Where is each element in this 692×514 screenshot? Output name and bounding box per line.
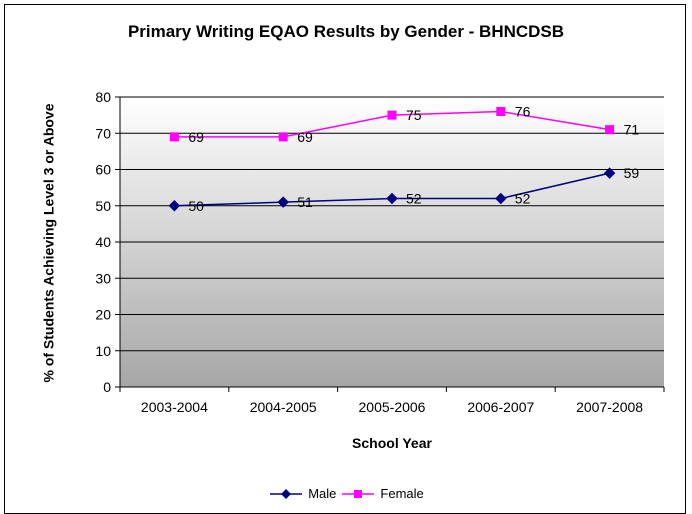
x-axis-label: School Year: [352, 435, 432, 451]
y-tick-label: 40: [95, 234, 111, 250]
data-point-female: [278, 132, 288, 142]
legend-swatch-male: [270, 488, 303, 499]
y-tick-label: 10: [95, 343, 111, 359]
y-tick-label: 70: [95, 125, 111, 141]
y-tick-label: 0: [103, 379, 111, 395]
data-label: 51: [297, 194, 313, 210]
data-label: 52: [515, 191, 531, 207]
legend-label: Male: [308, 486, 337, 501]
data-label: 69: [297, 129, 313, 145]
y-tick-label: 20: [95, 307, 111, 323]
y-tick-label: 60: [95, 162, 111, 178]
x-tick-label: 2006-2007: [467, 399, 534, 415]
y-tick-label: 50: [95, 198, 111, 214]
data-point-female: [387, 110, 397, 120]
legend-item-male: Male: [268, 486, 336, 501]
legend: Male Female: [0, 486, 692, 503]
data-label: 50: [188, 198, 204, 214]
data-point-female: [496, 107, 506, 116]
data-point-male: [277, 196, 289, 208]
data-point-male: [603, 167, 616, 179]
chart-title: Primary Writing EQAO Results by Gender -…: [127, 22, 565, 41]
data-label: 75: [406, 107, 422, 123]
y-tick-label: 30: [95, 270, 111, 286]
y-tick-label: 80: [95, 89, 111, 105]
x-tick-label: 2004-2005: [250, 399, 317, 415]
data-label: 76: [515, 104, 531, 120]
data-point-female: [605, 125, 615, 135]
legend-label: Female: [380, 486, 424, 501]
data-point-male: [386, 192, 398, 205]
legend-item-female: Female: [340, 486, 424, 501]
data-point-male: [495, 192, 507, 205]
x-tick-label: 2005-2006: [359, 399, 426, 415]
data-label: 71: [624, 122, 640, 138]
data-label: 69: [188, 129, 204, 145]
data-label: 52: [406, 191, 422, 207]
data-point-male: [168, 200, 181, 212]
legend-swatch-female: [342, 489, 375, 498]
x-tick-label: 2007-2008: [576, 399, 643, 415]
data-point-female: [169, 132, 179, 142]
data-label: 59: [624, 165, 640, 181]
x-tick-label: 2003-2004: [141, 399, 208, 415]
